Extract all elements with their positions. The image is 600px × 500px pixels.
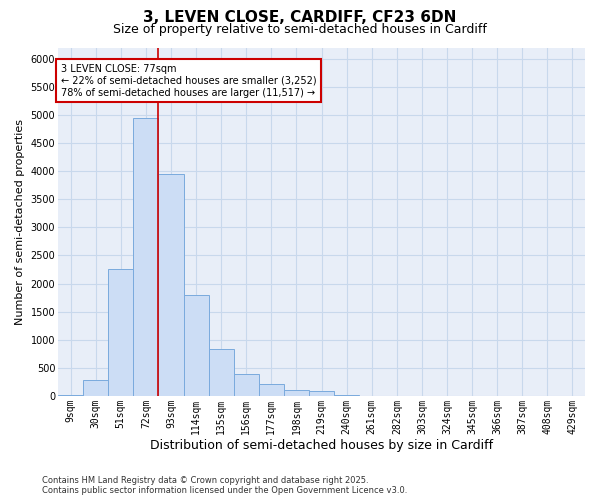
Bar	[234, 374, 259, 396]
Bar	[158, 174, 184, 396]
X-axis label: Distribution of semi-detached houses by size in Cardiff: Distribution of semi-detached houses by …	[150, 440, 493, 452]
Bar	[259, 384, 284, 396]
Text: Size of property relative to semi-detached houses in Cardiff: Size of property relative to semi-detach…	[113, 22, 487, 36]
Bar	[133, 118, 158, 396]
Bar	[309, 392, 334, 396]
Text: 3 LEVEN CLOSE: 77sqm
← 22% of semi-detached houses are smaller (3,252)
78% of se: 3 LEVEN CLOSE: 77sqm ← 22% of semi-detac…	[61, 64, 316, 98]
Bar	[108, 270, 133, 396]
Text: 3, LEVEN CLOSE, CARDIFF, CF23 6DN: 3, LEVEN CLOSE, CARDIFF, CF23 6DN	[143, 10, 457, 25]
Y-axis label: Number of semi-detached properties: Number of semi-detached properties	[15, 118, 25, 324]
Bar	[83, 380, 108, 396]
Bar	[284, 390, 309, 396]
Text: Contains HM Land Registry data © Crown copyright and database right 2025.
Contai: Contains HM Land Registry data © Crown c…	[42, 476, 407, 495]
Bar	[209, 348, 234, 396]
Bar	[184, 295, 209, 396]
